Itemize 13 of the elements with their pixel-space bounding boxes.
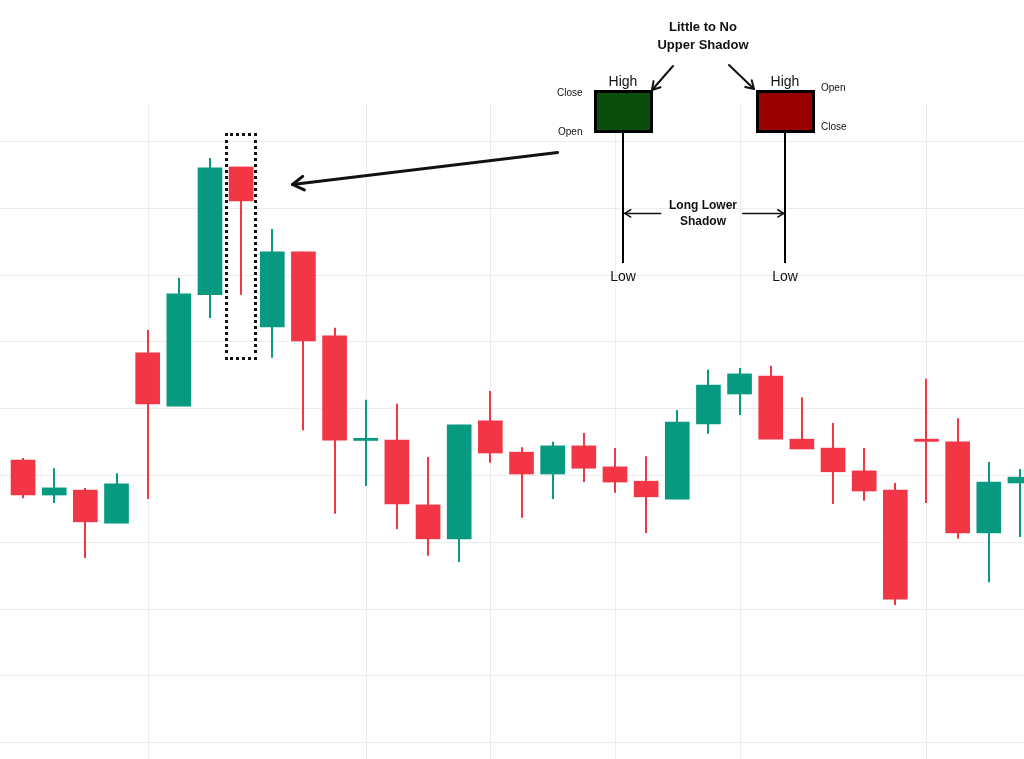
text: High [770, 73, 800, 90]
annotation: Long Lower Shadow [668, 197, 738, 229]
annotation: Low [610, 268, 636, 285]
candlestick [41, 467, 67, 505]
text: Little to No Upper Shadow [656, 18, 750, 54]
text: Open [558, 126, 583, 138]
text: Close [821, 121, 847, 133]
candlestick [353, 398, 379, 488]
text: Close [557, 87, 583, 99]
candlestick [914, 377, 939, 505]
annotation: Low [772, 268, 798, 285]
text: High [608, 73, 638, 90]
text: Open [821, 82, 846, 94]
